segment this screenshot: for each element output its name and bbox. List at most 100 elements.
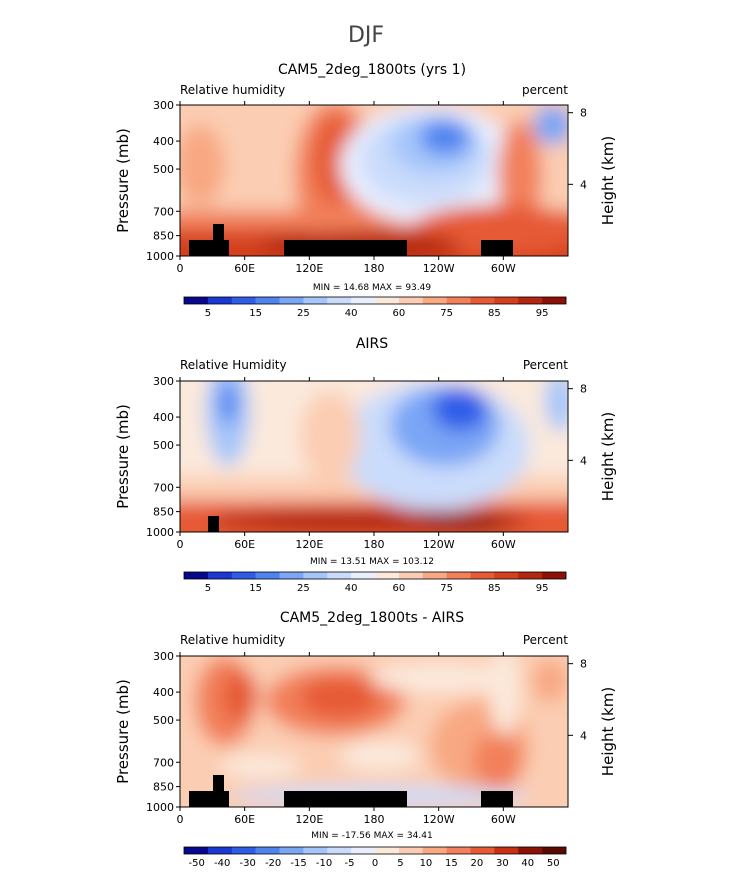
x-tick-label: 120E: [295, 262, 323, 275]
colorbar-swatch: [231, 572, 256, 579]
left-label: Relative Humidity: [180, 358, 287, 372]
y-axis-title: Pressure (mb): [114, 679, 132, 784]
colorbar-label: 5: [205, 583, 211, 594]
figure-title: DJF: [348, 23, 384, 48]
colorbar-label: 85: [488, 583, 501, 594]
colorbar-label: 5: [205, 308, 211, 319]
colorbar-label: -40: [214, 858, 230, 869]
colorbar-label: 60: [393, 583, 406, 594]
colorbar-swatch: [446, 572, 471, 579]
y-tick-label: 850: [153, 781, 174, 794]
x-tick-label: 60E: [234, 538, 255, 551]
y-tick-label: 400: [153, 686, 174, 699]
colorbar-swatch: [231, 847, 256, 854]
y-tick-label: 1000: [146, 250, 174, 263]
colorbar-swatch: [542, 572, 567, 579]
x-tick-label: 0: [177, 813, 184, 826]
contour-field: [180, 105, 568, 256]
topography: [189, 775, 513, 807]
colorbar-label: 0: [372, 858, 378, 869]
colorbar-label: 10: [420, 858, 433, 869]
x-tick-label: 120W: [423, 538, 455, 551]
y-tick-label: 850: [153, 230, 174, 243]
colorbar-swatch: [422, 297, 447, 304]
topography: [189, 224, 513, 256]
x-tick-label: 60E: [234, 813, 255, 826]
y-tick-label: 850: [153, 506, 174, 519]
left-label: Relative humidity: [180, 83, 285, 97]
colorbar-swatch: [327, 572, 352, 579]
y-tick-label: 300: [153, 650, 174, 663]
colorbar-swatch: [422, 847, 447, 854]
colorbar-swatch: [327, 847, 352, 854]
right-tick-label: 4: [580, 454, 587, 467]
colorbar-label: 15: [249, 308, 262, 319]
right-label: Percent: [523, 358, 568, 372]
y-tick-label: 300: [153, 99, 174, 112]
panel-obs: AIRS Relative Humidity Percent 0 60: [114, 336, 617, 594]
colorbar-swatch: [255, 572, 280, 579]
colorbar-label: 15: [445, 858, 458, 869]
colorbar-swatch: [518, 297, 543, 304]
x-tick-label: 180: [364, 813, 385, 826]
colorbar-label: 30: [496, 858, 509, 869]
x-tick-label: 180: [364, 262, 385, 275]
y-axis-title-right: Height (km): [599, 412, 617, 501]
colorbar-frame: [183, 296, 567, 305]
colorbar-label: -10: [316, 858, 332, 869]
panel-title: AIRS: [356, 336, 388, 352]
min-max-stats: MIN = 13.51 MAX = 103.12: [310, 557, 434, 567]
colorbar-swatch: [446, 847, 471, 854]
y-tick-label: 500: [153, 714, 174, 727]
colorbar-label: 75: [440, 583, 453, 594]
colorbar-label: -30: [239, 858, 255, 869]
x-tick-label: 120W: [423, 813, 455, 826]
contour-field: [180, 381, 568, 532]
right-tick-label: 4: [580, 178, 587, 191]
colorbar-label: 85: [488, 308, 501, 319]
colorbar-label: -50: [189, 858, 205, 869]
colorbar-swatch: [351, 297, 376, 304]
colorbar-swatch: [351, 572, 376, 579]
colorbar-swatch: [542, 847, 567, 854]
colorbar-label: 95: [536, 308, 549, 319]
colorbar-swatch: [375, 297, 400, 304]
colorbar-swatch: [494, 847, 519, 854]
y-tick-label: 500: [153, 439, 174, 452]
colorbar-swatch: [375, 847, 400, 854]
y-tick-label: 400: [153, 411, 174, 424]
right-tick-label: 4: [580, 729, 587, 742]
panel-model: CAM5_2deg_1800ts (yrs 1) Relative humidi…: [114, 62, 617, 319]
colorbar-swatch: [327, 297, 352, 304]
colorbar-label: 40: [345, 308, 358, 319]
panel-title: CAM5_2deg_1800ts - AIRS: [280, 610, 464, 626]
colorbar-swatch: [494, 297, 519, 304]
colorbar-swatch: [470, 847, 495, 854]
colorbar-swatch: [279, 847, 304, 854]
colorbar-swatch: [303, 847, 328, 854]
colorbar-swatch: [375, 572, 400, 579]
colorbar-swatch: [494, 572, 519, 579]
right-label: Percent: [523, 633, 568, 647]
right-tick-label: 8: [580, 107, 587, 120]
x-tick-label: 0: [177, 262, 184, 275]
colorbar-label: 60: [393, 308, 406, 319]
right-tick-label: 8: [580, 658, 587, 671]
colorbar-label: 50: [547, 858, 560, 869]
colorbar-label: -20: [265, 858, 281, 869]
colorbar-swatch: [279, 572, 304, 579]
colorbar-label: 5: [397, 858, 403, 869]
colorbar-swatch: [279, 297, 304, 304]
colorbar-swatch: [470, 297, 495, 304]
colorbar-swatch: [303, 297, 328, 304]
y-tick-label: 300: [153, 375, 174, 388]
colorbar-label: 40: [345, 583, 358, 594]
colorbar-frame: [183, 571, 567, 580]
y-tick-label: 700: [153, 205, 174, 218]
contour-field: [180, 656, 568, 807]
y-tick-label: 700: [153, 756, 174, 769]
y-axis-title-right: Height (km): [599, 136, 617, 225]
colorbar-swatch: [184, 572, 209, 579]
colorbar-swatch: [398, 847, 424, 854]
